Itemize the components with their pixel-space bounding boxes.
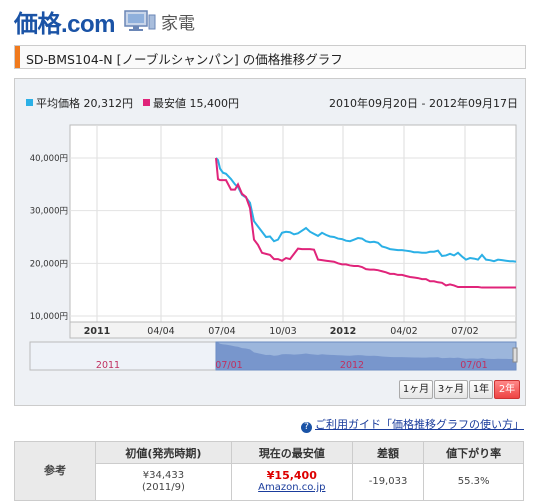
ref-row-header: 参考: [14, 441, 96, 501]
logo-text: 価格.com: [14, 10, 116, 38]
title-accent: [15, 46, 20, 68]
ref-header-current-min: 現在の最安値: [230, 441, 353, 464]
legend-avg: 平均価格 20,312円: [26, 95, 133, 111]
range-1month-button[interactable]: 1ヶ月: [399, 380, 433, 399]
ref-current-min-cell: ¥15,400 Amazon.co.jp: [230, 463, 353, 501]
ref-rate-cell: 55.3%: [423, 463, 524, 501]
page-title: SD-BMS104-N [ノーブルシャンパン] の価格推移グラフ: [26, 52, 343, 67]
guide-link[interactable]: ? ご利用ガイド「価格推移グラフの使い方」: [301, 416, 524, 433]
range-2year-button[interactable]: 2年: [494, 380, 520, 399]
page-title-bar: SD-BMS104-N [ノーブルシャンパン] の価格推移グラフ: [14, 45, 526, 69]
ref-header-diff: 差額: [351, 441, 425, 464]
range-3month-button[interactable]: 3ヶ月: [434, 380, 468, 399]
ref-first-price-cell: ¥34,433 (2011/9): [95, 463, 232, 501]
legend-min: 最安値 15,400円: [143, 95, 239, 111]
ref-header-first-price: 初値(発売時期): [95, 441, 232, 464]
shop-link[interactable]: Amazon.co.jp: [258, 482, 326, 493]
help-icon: ?: [301, 422, 312, 433]
range-1year-button[interactable]: 1年: [469, 380, 493, 399]
appliance-icon: [124, 10, 156, 31]
kakaku-logo[interactable]: 価格.com 家電: [14, 7, 196, 38]
price-chart-panel: [14, 78, 526, 406]
ref-header-rate: 値下がり率: [423, 441, 524, 464]
chart-period: 2010年09月20日 - 2012年09月17日: [329, 97, 518, 110]
chart-legend: 平均価格 20,312円 最安値 15,400円: [26, 95, 239, 111]
reference-table: 参考 初値(発売時期) 現在の最安値 差額 値下がり率 ¥34,433 (2011…: [14, 441, 524, 501]
ref-diff-cell: -19,033: [351, 463, 425, 501]
category-label: 家電: [161, 13, 196, 34]
